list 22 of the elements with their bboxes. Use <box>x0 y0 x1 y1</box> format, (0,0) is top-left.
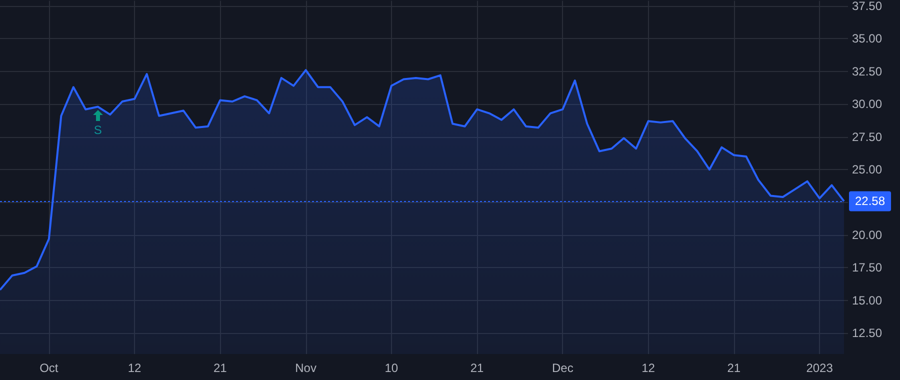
x-tick-label: 21 <box>213 361 228 375</box>
y-tick-label: 30.00 <box>852 97 882 112</box>
x-tick-label: 12 <box>128 361 142 375</box>
y-tick-label: 17.50 <box>852 260 882 275</box>
y-tick-label: 15.00 <box>852 293 882 308</box>
y-tick-label: 27.50 <box>852 130 882 144</box>
y-tick-label: 37.50 <box>852 0 882 13</box>
x-tick-label: 21 <box>727 361 741 375</box>
ref-line-label: 22.58 <box>855 194 886 208</box>
x-tick-label: 12 <box>642 361 656 375</box>
y-tick-label: 32.50 <box>852 64 882 78</box>
y-tick-label: 20.00 <box>852 228 882 242</box>
annotation: S <box>94 123 102 137</box>
x-tick-label: Oct <box>40 361 59 375</box>
x-tick-label: Dec <box>552 361 574 375</box>
y-tick-label: 35.00 <box>852 32 882 46</box>
y-tick-label: 12.50 <box>852 326 882 340</box>
x-tick-label: 21 <box>470 361 484 375</box>
x-tick-label: 10 <box>384 361 398 375</box>
x-tick-label: Nov <box>295 361 316 375</box>
y-tick-label: 25.00 <box>852 162 882 177</box>
x-tick-label: 2023 <box>806 361 834 375</box>
